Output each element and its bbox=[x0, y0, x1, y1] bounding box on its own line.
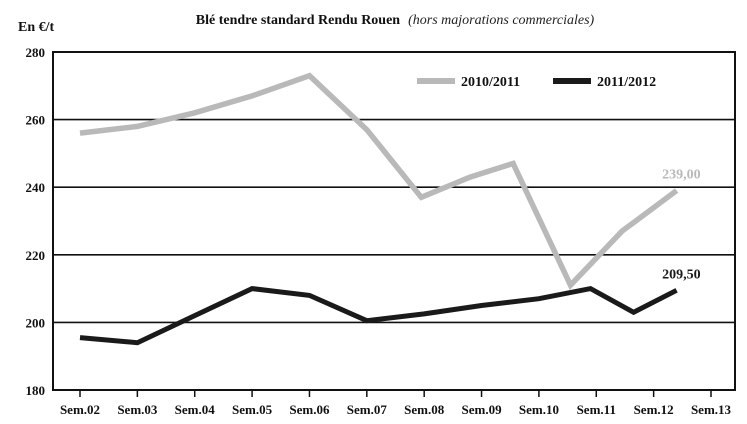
series-line-1 bbox=[79, 72, 679, 290]
x-tick-label: Sem.09 bbox=[461, 402, 502, 417]
legend-label-1: 2010/2011 bbox=[461, 75, 520, 90]
data-label-2: 209,50 bbox=[662, 267, 701, 282]
y-tick-label: 200 bbox=[26, 315, 46, 330]
x-tick-label: Sem.12 bbox=[634, 402, 674, 417]
chart-subtitle: (hors majorations commerciales) bbox=[408, 13, 594, 28]
plot-frame bbox=[52, 51, 736, 391]
x-tick-label: Sem.10 bbox=[519, 402, 559, 417]
chart-title: Blé tendre standard Rendu Rouen (hors ma… bbox=[196, 11, 595, 28]
y-axis-ticks: 180 200 220 240 260 280 bbox=[26, 45, 46, 398]
y-tick-label: 240 bbox=[26, 180, 46, 195]
legend-label-2: 2011/2012 bbox=[597, 75, 656, 90]
y-tick-label: 260 bbox=[26, 113, 46, 128]
x-tick-label: Sem.07 bbox=[347, 402, 388, 417]
x-tick-label: Sem.05 bbox=[232, 402, 273, 417]
y-tick-label: 180 bbox=[26, 383, 46, 398]
y-tick-label: 220 bbox=[26, 248, 46, 263]
x-tick-label: Sem.02 bbox=[60, 402, 100, 417]
chart-title-main: Blé tendre standard Rendu Rouen bbox=[196, 13, 401, 28]
series-line-2 bbox=[79, 285, 678, 346]
x-axis-ticks: Sem.02 Sem.03 Sem.04 Sem.05 Sem.06 Sem.07 Sem.… bbox=[60, 390, 732, 417]
x-tick-label: Sem.11 bbox=[577, 402, 616, 417]
data-label-1: 239,00 bbox=[662, 168, 701, 183]
y-axis-unit-label: En €/t bbox=[18, 20, 55, 35]
x-tick-label: Sem.04 bbox=[175, 402, 216, 417]
x-tick-label: Sem.13 bbox=[691, 402, 732, 417]
x-tick-label: Sem.03 bbox=[117, 402, 158, 417]
series-layer bbox=[79, 72, 679, 346]
x-tick-label: Sem.08 bbox=[404, 402, 445, 417]
x-tick-label: Sem.06 bbox=[289, 402, 330, 417]
legend: 2010/2011 2011/2012 bbox=[417, 75, 656, 90]
annotation-layer: 239,00 209,50 bbox=[662, 168, 701, 283]
y-tick-label: 280 bbox=[26, 45, 46, 60]
